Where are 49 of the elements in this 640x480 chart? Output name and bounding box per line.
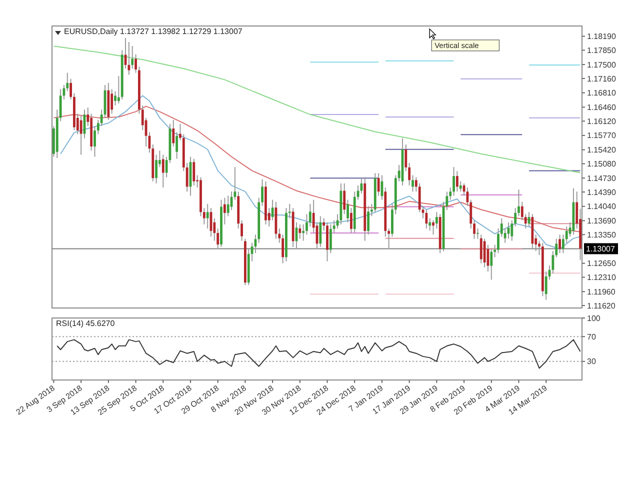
candlestick <box>490 248 493 280</box>
line-series <box>56 339 581 369</box>
candlestick <box>226 195 230 217</box>
candlestick <box>452 166 455 196</box>
candlestick <box>155 154 158 184</box>
y-tick-label: 1.15420 <box>587 146 616 155</box>
y-tick-label: 70 <box>587 332 596 342</box>
candlestick <box>172 119 175 148</box>
candlestick <box>162 154 164 188</box>
line-series <box>60 95 581 250</box>
y-tick-label: 1.14730 <box>587 174 616 183</box>
candlestick <box>206 203 209 229</box>
chart-title: RSI(14) 45.6270 <box>56 319 116 328</box>
y-tick-label: 1.13350 <box>587 230 616 240</box>
y-tick-label: 1.13690 <box>587 216 616 226</box>
y-tick-label: 1.11620 <box>587 301 616 310</box>
candlestick <box>110 88 114 114</box>
candlestick <box>128 41 130 76</box>
y-tick-label: 1.16120 <box>587 116 616 126</box>
candlestick <box>192 158 196 186</box>
y-tick-label: 1.14390 <box>587 188 616 197</box>
y-tick-label: 1.18190 <box>587 32 616 42</box>
candlestick <box>80 115 82 156</box>
candlestick <box>329 224 332 254</box>
y-tick-label: 1.16460 <box>587 102 616 112</box>
y-tick-label: 1.15080 <box>587 160 616 169</box>
candlestick <box>459 180 462 192</box>
y-tick-label: 1.17500 <box>587 60 616 70</box>
y-tick-label: 1.12310 <box>587 273 616 282</box>
y-tick-label: 1.12650 <box>587 259 616 268</box>
candlestick <box>456 170 458 192</box>
candlestick <box>480 234 482 264</box>
chart-title: EURUSD,Daily 1.13727 1.13982 1.12729 1.13007 <box>64 27 243 36</box>
candlestick <box>425 210 428 229</box>
ref-line-label: 1.13007 <box>586 244 616 254</box>
candlestick <box>558 234 561 254</box>
y-tick-label: 100 <box>587 314 601 323</box>
y-tick-label: 30 <box>587 357 596 366</box>
candlestick <box>343 182 346 215</box>
y-tick-label: 1.17850 <box>587 46 616 55</box>
candlestick <box>476 228 479 240</box>
candlestick <box>367 205 370 236</box>
y-tick-label: 1.16810 <box>587 88 616 98</box>
candlestick <box>298 224 302 240</box>
y-tick-label: 1.15770 <box>587 131 616 140</box>
y-tick-label: 1.11960 <box>587 287 616 296</box>
candlestick <box>319 216 322 248</box>
y-tick-label: 1.14040 <box>587 202 616 212</box>
y-tick-label: 1.17160 <box>587 74 616 84</box>
